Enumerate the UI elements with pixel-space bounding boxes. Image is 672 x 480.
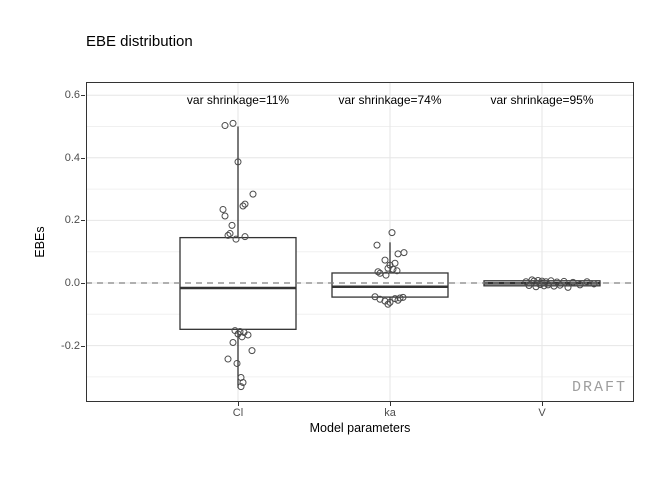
data-point (239, 202, 247, 210)
data-point (234, 158, 242, 166)
y-tick-label: 0.2 (64, 214, 80, 227)
data-point (393, 267, 401, 275)
data-point (384, 300, 392, 308)
data-point (394, 296, 402, 304)
y-tick-mark (81, 220, 85, 222)
data-point (226, 230, 234, 238)
y-tick-mark (81, 283, 85, 284)
plot-title: EBE distribution (86, 33, 193, 50)
y-tick-mark (81, 157, 85, 159)
y-tick-mark (81, 95, 85, 97)
draft-watermark: DRAFT (571, 379, 627, 396)
x-axis-title: Model parameters (309, 421, 411, 435)
data-point (540, 282, 548, 290)
data-point (394, 250, 402, 258)
data-point (237, 383, 245, 391)
y-tick-label: 0.0 (64, 277, 80, 289)
data-point (382, 271, 390, 279)
data-point (228, 221, 236, 229)
data-point (224, 231, 232, 239)
data-point (400, 249, 408, 257)
x-tick-mark (238, 402, 239, 406)
shrinkage-annotation: var shrinkage=11% (187, 93, 290, 107)
x-tick-label-v: V (538, 407, 546, 419)
data-point (532, 283, 540, 291)
y-axis-title: EBEs (33, 226, 47, 258)
data-point (238, 333, 246, 341)
shrinkage-annotation: var shrinkage=74% (338, 93, 441, 107)
data-point (248, 347, 256, 355)
data-point (388, 229, 396, 237)
data-point (389, 265, 397, 273)
data-point (576, 281, 584, 289)
data-point (384, 264, 392, 272)
data-point (374, 268, 382, 276)
x-tick-label-ka: ka (384, 407, 396, 419)
data-point (560, 277, 568, 285)
data-point (381, 256, 389, 264)
data-point (376, 269, 384, 277)
data-point (538, 277, 546, 285)
data-point (224, 355, 232, 363)
data-point (249, 190, 257, 198)
data-point (239, 379, 247, 387)
y-tick-label: 0.4 (64, 151, 80, 164)
data-point (221, 122, 229, 130)
data-point (583, 278, 591, 286)
y-tick-label: 0.6 (64, 89, 80, 102)
data-point (396, 294, 404, 302)
panel-border (86, 82, 634, 402)
plot-canvas: var shrinkage=11% var shrinkage=74% var sh… (86, 82, 634, 402)
x-tick-label-cl: Cl (232, 407, 244, 419)
data-point (590, 280, 598, 288)
data-point (569, 278, 577, 286)
data-point (232, 235, 240, 243)
data-point (241, 200, 249, 208)
data-point (229, 338, 237, 346)
data-point (556, 281, 564, 289)
data-point (244, 331, 252, 339)
data-point (386, 298, 394, 306)
data-point (221, 212, 229, 220)
x-tick-mark (390, 402, 391, 406)
data-point (525, 282, 533, 290)
data-point (373, 241, 381, 249)
data-point (219, 205, 227, 213)
data-point (229, 119, 237, 127)
data-point (536, 281, 544, 289)
y-tick-mark (81, 345, 85, 347)
data-point (241, 233, 249, 241)
data-point (534, 276, 542, 284)
x-tick-mark (542, 402, 543, 406)
data-point (564, 283, 572, 291)
y-tick-label: -0.2 (61, 339, 80, 352)
shrinkage-annotation: var shrinkage=95% (490, 93, 593, 107)
data-point (233, 359, 241, 367)
box-ka (331, 272, 449, 298)
plot-panel: var shrinkage=11% var shrinkage=74% var sh… (86, 82, 634, 402)
